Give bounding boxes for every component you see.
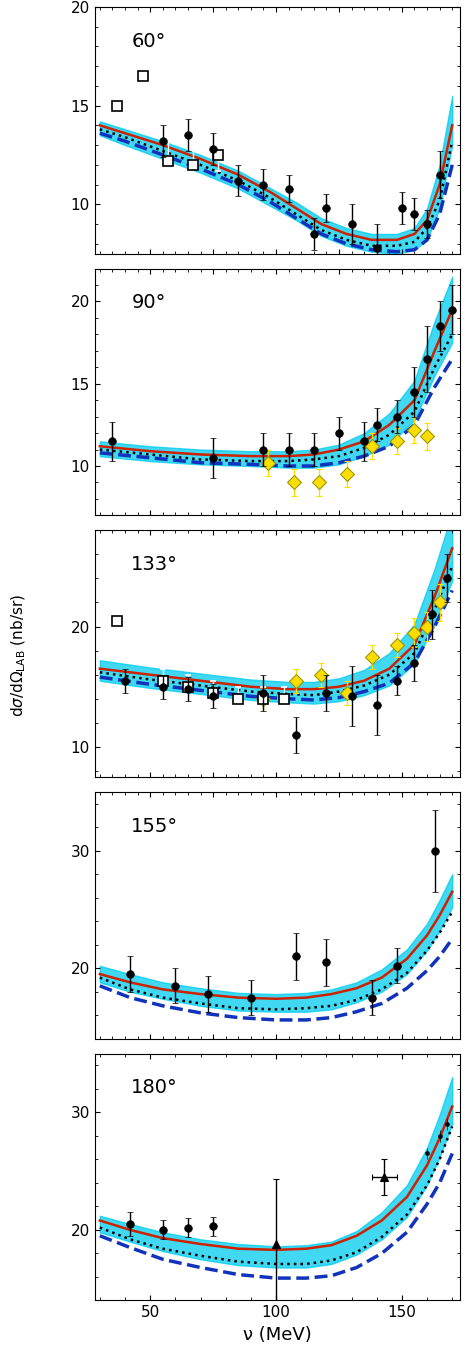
Text: 133°: 133° — [131, 555, 178, 574]
Text: 155°: 155° — [131, 817, 178, 836]
Text: $\mathrm{d}\sigma/\mathrm{d}\Omega_\mathrm{LAB}\ \mathrm{(nb/sr)}$: $\mathrm{d}\sigma/\mathrm{d}\Omega_\math… — [9, 594, 28, 717]
Text: 60°: 60° — [131, 31, 166, 51]
Text: 90°: 90° — [131, 294, 166, 313]
Text: 180°: 180° — [131, 1078, 178, 1097]
X-axis label: ν (MeV): ν (MeV) — [243, 1326, 312, 1344]
